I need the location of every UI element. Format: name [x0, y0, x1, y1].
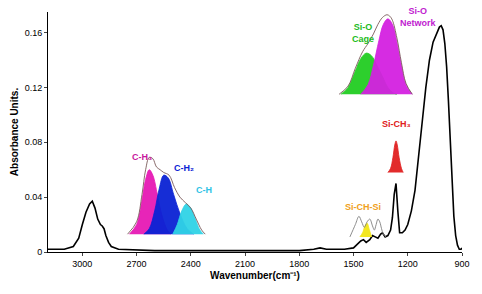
svg-text:900: 900	[454, 259, 469, 269]
svg-text:C-H: C-H	[196, 185, 212, 195]
svg-text:1500: 1500	[344, 259, 364, 269]
svg-text:0: 0	[37, 247, 42, 257]
svg-text:Wavenumber(cm⁻¹): Wavenumber(cm⁻¹)	[210, 270, 300, 281]
svg-text:2100: 2100	[235, 259, 255, 269]
svg-text:0.04: 0.04	[25, 192, 43, 202]
svg-text:1800: 1800	[289, 259, 309, 269]
svg-text:1200: 1200	[398, 259, 418, 269]
svg-text:0.08: 0.08	[25, 137, 43, 147]
svg-text:Si-OCage: Si-OCage	[352, 22, 374, 44]
svg-text:2700: 2700	[127, 259, 147, 269]
svg-text:0.12: 0.12	[25, 83, 43, 93]
svg-text:Si-CH-Si: Si-CH-Si	[345, 202, 381, 212]
svg-text:Si-ONetwork: Si-ONetwork	[400, 6, 437, 28]
svg-text:3000: 3000	[72, 259, 92, 269]
svg-text:0.16: 0.16	[25, 28, 43, 38]
svg-text:2400: 2400	[181, 259, 201, 269]
svg-text:C-H₂: C-H₂	[174, 163, 194, 173]
svg-text:Si-CH₃: Si-CH₃	[382, 119, 411, 129]
svg-text:C-H₃: C-H₃	[132, 152, 152, 162]
svg-text:Absorbance Units.: Absorbance Units.	[9, 88, 20, 177]
